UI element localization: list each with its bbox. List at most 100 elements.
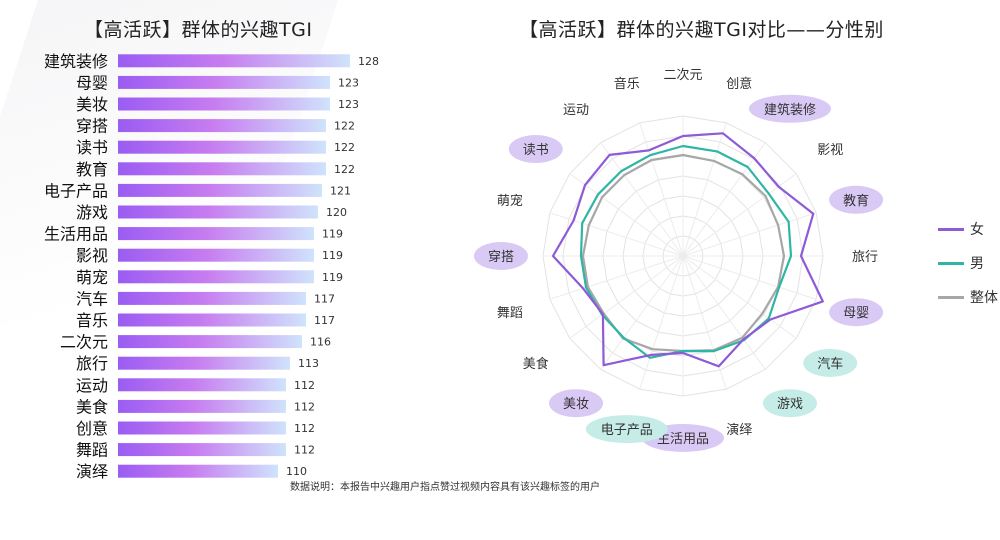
- bar-value-label: 112: [294, 400, 315, 413]
- bar-value-label: 119: [322, 249, 343, 262]
- radar-axis-label: 生活用品: [657, 432, 709, 447]
- radar-spoke: [639, 255, 684, 390]
- bar: [118, 356, 290, 370]
- bar: [118, 248, 314, 262]
- radar-axis-label: 音乐: [614, 76, 640, 92]
- bar-category-label: 创意: [76, 419, 108, 438]
- radar-label-highlight: [549, 389, 604, 418]
- bar: [118, 119, 326, 133]
- radar-spoke: [549, 255, 684, 300]
- bar-value-label: 121: [330, 184, 351, 197]
- bar-category-label: 音乐: [76, 311, 108, 330]
- bar-value-label: 116: [310, 336, 331, 349]
- legend-swatch-overall: [938, 295, 964, 299]
- radar-spoke: [682, 255, 766, 370]
- radar-axis-label: 母婴: [843, 306, 869, 321]
- bar: [118, 421, 286, 435]
- bar-value-label: 128: [358, 55, 379, 68]
- radar-series-male: [579, 144, 793, 359]
- bar-value-label: 117: [314, 314, 335, 327]
- bar-category-label: 游戏: [76, 203, 108, 222]
- legend-swatch-male: [938, 261, 964, 265]
- bar: [118, 291, 306, 305]
- bar-category-label: 美食: [76, 397, 108, 416]
- radar-axis-label: 美妆: [563, 397, 589, 412]
- radar-axis-label: 游戏: [777, 397, 803, 412]
- bar-category-label: 二次元: [60, 333, 108, 352]
- bar: [118, 378, 286, 392]
- radar-spoke: [682, 212, 817, 257]
- bar-category-label: 影视: [76, 246, 108, 265]
- bar-category-label: 美妆: [76, 95, 108, 114]
- radar-spoke: [682, 142, 766, 257]
- bar: [118, 464, 278, 478]
- radar-label-highlight: [829, 298, 884, 327]
- radar-chart-title: 【高活跃】群体的兴趣TGI对比——分性别: [519, 19, 884, 41]
- legend-item-male: 男: [938, 246, 998, 280]
- bar-value-label: 123: [338, 98, 359, 111]
- bar-category-label: 建筑装修: [44, 52, 108, 71]
- bar: [118, 54, 350, 68]
- radar-axis-label: 美食: [523, 356, 549, 372]
- radar-axis-label: 汽车: [817, 356, 843, 372]
- radar-spoke: [639, 122, 684, 257]
- legend-swatch-female: [938, 227, 964, 231]
- bar-value-label: 119: [322, 271, 343, 284]
- bar-category-label: 穿搭: [76, 117, 108, 136]
- bar-value-label: 120: [326, 206, 347, 219]
- bar: [118, 162, 326, 176]
- legend-label-male: 男: [970, 256, 984, 272]
- bar-category-label: 萌宠: [76, 268, 108, 287]
- radar-label-highlight: [508, 135, 563, 164]
- legend-label-overall: 整体: [970, 290, 998, 306]
- bar-value-label: 113: [298, 357, 319, 370]
- bar-value-label: 123: [338, 76, 359, 89]
- radar-axis-label: 读书: [523, 143, 549, 158]
- bar: [118, 313, 306, 327]
- bar-category-label: 生活用品: [44, 225, 108, 244]
- bar-category-label: 运动: [76, 376, 108, 395]
- radar-series-female: [551, 132, 824, 368]
- bar-category-label: 旅行: [76, 354, 108, 373]
- bar-category-label: 电子产品: [44, 181, 108, 200]
- bar-category-label: 演绎: [76, 462, 108, 481]
- data-footnote: 数据说明：本报告中兴趣用户指点赞过视频内容具有该兴趣标签的用户: [290, 482, 600, 493]
- bar-value-label: 122: [334, 120, 355, 133]
- bar: [118, 335, 302, 349]
- bar-category-label: 读书: [76, 138, 108, 157]
- radar-spoke: [682, 255, 797, 339]
- radar-axis-label: 影视: [817, 143, 843, 158]
- radar-spoke: [549, 212, 684, 257]
- radar-axis-label: 演绎: [726, 422, 752, 438]
- bar-value-label: 112: [294, 379, 315, 392]
- radar-axis-label: 舞蹈: [497, 306, 523, 321]
- radar-label-highlight: [474, 242, 528, 270]
- bar: [118, 399, 286, 413]
- bar: [118, 140, 326, 154]
- bar-chart: 建筑装修 128 母婴 123 美妆 123 穿搭 122 读书 122 教育 122 电子产品 121 游…: [44, 52, 379, 481]
- radar-spoke: [600, 142, 684, 257]
- radar-spoke: [682, 173, 797, 257]
- radar-axis-label: 旅行: [852, 250, 878, 265]
- radar-spoke: [569, 173, 684, 257]
- bar-category-label: 母婴: [76, 73, 108, 92]
- bar: [118, 97, 330, 111]
- bar-category-label: 教育: [76, 160, 108, 179]
- radar-axis-label: 穿搭: [488, 249, 514, 265]
- radar-label-highlight: [585, 415, 668, 444]
- radar-spoke: [600, 255, 684, 370]
- radar-spoke: [682, 255, 727, 390]
- bar-value-label: 117: [314, 292, 335, 305]
- bar-category-label: 汽车: [76, 289, 108, 308]
- bar: [118, 205, 318, 219]
- radar-spoke: [682, 122, 727, 257]
- bar: [118, 443, 286, 457]
- bar: [118, 270, 314, 284]
- radar-label-highlight: [829, 185, 884, 214]
- radar-axis-label: 电子产品: [601, 423, 653, 438]
- bar-chart-title: 【高活跃】群体的兴趣TGI: [84, 19, 313, 41]
- radar-axis-label: 教育: [843, 193, 869, 209]
- bar-value-label: 112: [294, 444, 315, 457]
- radar-axis-label: 萌宠: [497, 193, 523, 209]
